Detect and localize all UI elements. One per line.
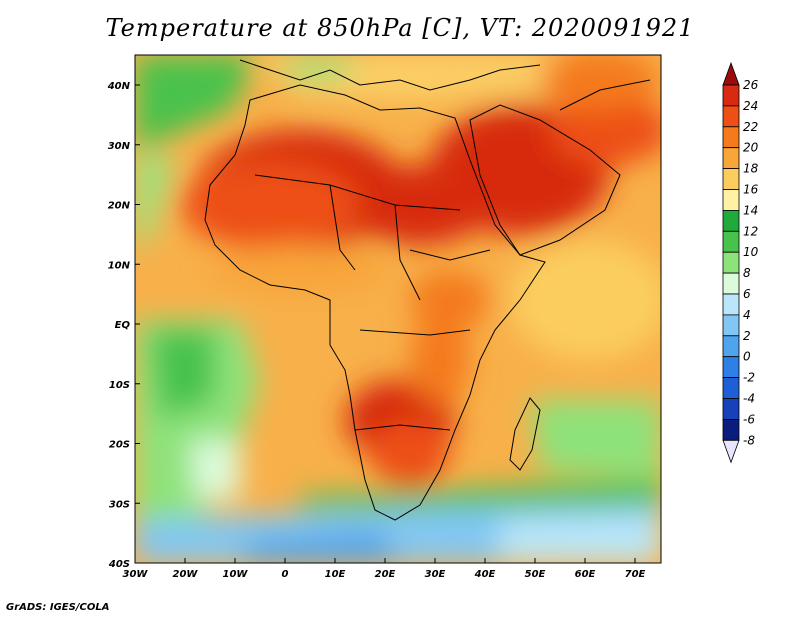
colorbar-label: 0 xyxy=(743,350,751,364)
colorbar-swatch xyxy=(722,293,740,316)
plot-frame xyxy=(134,54,662,564)
colorbar-swatch xyxy=(722,335,740,358)
lon-label: 70E xyxy=(625,569,646,580)
lat-label: 20N xyxy=(108,201,131,212)
lat-label: EQ xyxy=(115,320,131,331)
colorbar-swatch xyxy=(722,189,740,211)
colorbar-swatch xyxy=(722,209,740,232)
lon-label: 60E xyxy=(575,569,596,580)
colorbar-label: 6 xyxy=(743,287,751,301)
colorbar-label: -4 xyxy=(743,392,755,406)
colorbar-label: 14 xyxy=(743,203,758,217)
colorbar-top-arrow xyxy=(722,61,740,86)
colorbar-bottom-arrow xyxy=(722,439,740,464)
colorbar-swatch xyxy=(722,251,740,274)
colorbar-swatch xyxy=(722,356,740,379)
lon-label: 10E xyxy=(325,569,346,580)
colorbar-label: 4 xyxy=(743,308,751,322)
lat-label: 40S xyxy=(108,559,130,570)
map-title: Temperature at 850hPa [C], VT: 202009192… xyxy=(105,14,695,42)
lat-label: 10N xyxy=(108,260,131,271)
lon-label: 50E xyxy=(525,569,546,580)
colorbar-swatch xyxy=(722,418,740,441)
colorbar-label: 22 xyxy=(743,120,758,134)
colorbar-label: 16 xyxy=(743,183,759,197)
colorbar-label: 2 xyxy=(743,329,751,343)
temperature-field xyxy=(135,55,661,563)
colorbar-swatch xyxy=(722,377,740,399)
colorbar-swatch xyxy=(722,84,740,107)
colorbar-swatch xyxy=(722,230,740,253)
lon-label: 30E xyxy=(425,569,446,580)
grads-credit: GrADS: IGES/COLA xyxy=(6,602,110,613)
coastlines xyxy=(204,59,651,521)
colorbar-label: 10 xyxy=(743,245,759,259)
colorbar-label: 12 xyxy=(743,224,758,238)
colorbar-swatch xyxy=(722,168,740,190)
colorbar-label: -8 xyxy=(743,433,755,447)
colorbar-label: 8 xyxy=(743,266,751,280)
colorbar-swatch xyxy=(722,126,740,149)
lat-label: 40N xyxy=(107,81,131,92)
longitude-axis: 30W 20W 10W 0 10E 20E 30E 40E 50E 60E 70E xyxy=(123,558,646,580)
colorbar-label: 24 xyxy=(743,99,758,113)
lon-label: 0 xyxy=(282,569,289,580)
colorbar-swatch xyxy=(722,272,740,295)
lat-label: 10S xyxy=(109,380,130,391)
lat-label: 30N xyxy=(108,141,131,152)
lat-label: 30S xyxy=(109,499,130,510)
colorbar-label: 20 xyxy=(743,141,759,155)
latitude-axis: 40N 30N 20N 10N EQ 10S 20S 30S 40S xyxy=(107,81,140,570)
lon-label: 20W xyxy=(173,569,199,580)
colorbar-swatch xyxy=(722,105,740,128)
colorbar-label: 18 xyxy=(743,162,759,176)
lon-label: 30W xyxy=(123,569,149,580)
colorbar-swatch xyxy=(722,147,740,169)
lon-label: 10W xyxy=(223,569,249,580)
colorbar-label: -2 xyxy=(743,371,755,385)
lon-label: 20E xyxy=(375,569,396,580)
lat-label: 20S xyxy=(109,440,130,451)
colorbar-label: -6 xyxy=(743,412,755,426)
colorbar-label: 26 xyxy=(743,78,759,92)
colorbar-swatch xyxy=(722,314,740,337)
lon-label: 40E xyxy=(474,569,496,580)
colorbar-swatch xyxy=(722,398,740,420)
